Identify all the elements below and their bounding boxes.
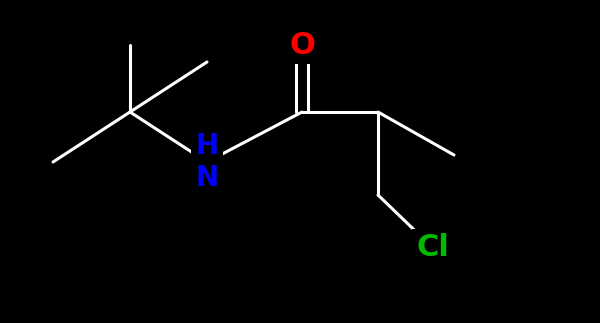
Text: H
N: H N bbox=[196, 132, 218, 192]
Text: Cl: Cl bbox=[416, 234, 449, 263]
Text: O: O bbox=[289, 30, 315, 59]
